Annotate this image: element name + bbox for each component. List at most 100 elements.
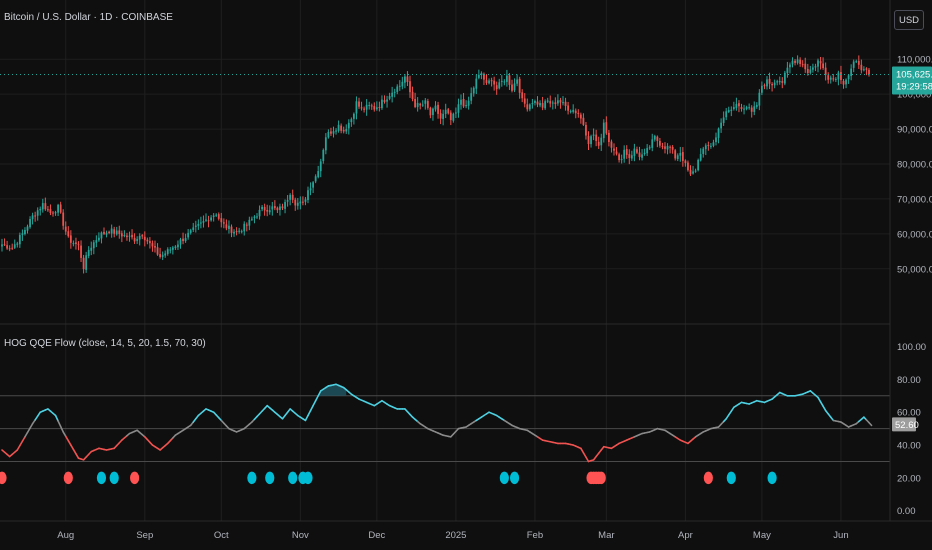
candle-body[interactable] — [414, 98, 416, 108]
bull-signal-dot[interactable] — [509, 471, 520, 485]
candle-body[interactable] — [493, 80, 496, 85]
signal-dots[interactable] — [0, 471, 777, 485]
candle-body[interactable] — [766, 79, 768, 87]
candle-body[interactable] — [681, 152, 684, 161]
candle-body[interactable] — [661, 146, 664, 148]
candle-body[interactable] — [39, 208, 42, 211]
candle-body[interactable] — [222, 222, 225, 224]
candle-body[interactable] — [164, 253, 167, 256]
candle-body[interactable] — [860, 64, 863, 71]
candle-body[interactable] — [169, 249, 172, 251]
candle-body[interactable] — [383, 100, 386, 103]
candle-body[interactable] — [233, 231, 235, 234]
candle-body[interactable] — [416, 102, 419, 108]
candle-body[interactable] — [166, 249, 169, 254]
candle-body[interactable] — [103, 231, 105, 234]
candle-body[interactable] — [291, 194, 294, 200]
candle-body[interactable] — [154, 246, 156, 248]
candle-body[interactable] — [794, 60, 796, 63]
candle-body[interactable] — [521, 92, 524, 99]
candle-body[interactable] — [284, 202, 286, 209]
candle-body[interactable] — [676, 155, 679, 160]
candle-body[interactable] — [462, 99, 465, 107]
candle-body[interactable] — [753, 106, 756, 112]
candle-body[interactable] — [666, 146, 669, 150]
candle-body[interactable] — [646, 148, 649, 154]
candle-body[interactable] — [108, 231, 110, 234]
candle-body[interactable] — [327, 131, 330, 138]
candle-body[interactable] — [755, 104, 758, 107]
candle-body[interactable] — [18, 234, 21, 245]
candle-body[interactable] — [87, 249, 90, 256]
candle-body[interactable] — [370, 105, 373, 107]
candle-body[interactable] — [557, 100, 559, 104]
candle-body[interactable] — [16, 243, 19, 245]
candle-body[interactable] — [347, 122, 350, 129]
candle-body[interactable] — [490, 80, 493, 82]
candle-body[interactable] — [286, 200, 289, 202]
candle-body[interactable] — [207, 220, 210, 222]
candle-body[interactable] — [49, 209, 52, 213]
candle-body[interactable] — [472, 87, 475, 94]
candle-body[interactable] — [852, 61, 855, 68]
candle-body[interactable] — [554, 102, 557, 105]
candle-body[interactable] — [59, 204, 62, 213]
bear-signal-dot[interactable] — [703, 471, 713, 485]
candle-body[interactable] — [847, 75, 850, 80]
candle-body[interactable] — [54, 212, 57, 214]
candle-body[interactable] — [11, 247, 14, 249]
candle-body[interactable] — [740, 107, 743, 109]
candle-body[interactable] — [378, 107, 381, 109]
candle-body[interactable] — [600, 137, 603, 146]
candle-body[interactable] — [531, 103, 534, 105]
candle-body[interactable] — [113, 229, 116, 234]
candle-body[interactable] — [717, 128, 720, 138]
candle-body[interactable] — [29, 218, 31, 228]
candle-body[interactable] — [796, 59, 799, 63]
bear-signal-dot[interactable] — [0, 471, 7, 485]
candle-body[interactable] — [653, 135, 656, 140]
candle-body[interactable] — [256, 216, 258, 218]
candle-body[interactable] — [539, 103, 541, 106]
candle-body[interactable] — [238, 230, 241, 232]
candle-body[interactable] — [98, 237, 100, 241]
candle-body[interactable] — [235, 231, 238, 233]
candle-body[interactable] — [549, 101, 552, 104]
candle-body[interactable] — [6, 245, 8, 249]
candle-body[interactable] — [712, 142, 715, 146]
candle-body[interactable] — [187, 232, 190, 238]
candle-body[interactable] — [136, 239, 139, 241]
candle-body[interactable] — [24, 230, 26, 235]
candle-body[interactable] — [587, 136, 590, 145]
bull-signal-dot[interactable] — [96, 471, 107, 485]
candle-body[interactable] — [809, 69, 812, 73]
candle-body[interactable] — [266, 209, 269, 212]
candle-body[interactable] — [67, 231, 70, 237]
candle-body[interactable] — [541, 103, 544, 108]
candle-body[interactable] — [564, 101, 567, 106]
candle-body[interactable] — [559, 100, 562, 103]
candle-body[interactable] — [115, 230, 118, 235]
candle-body[interactable] — [868, 69, 870, 75]
candle-body[interactable] — [643, 152, 646, 154]
candle-body[interactable] — [689, 169, 692, 175]
candle-body[interactable] — [401, 81, 404, 87]
candle-body[interactable] — [745, 107, 748, 109]
candle-body[interactable] — [41, 203, 44, 210]
bull-signal-dot[interactable] — [767, 471, 777, 485]
candle-body[interactable] — [358, 101, 360, 107]
candle-body[interactable] — [447, 109, 450, 114]
candle-body[interactable] — [350, 119, 353, 123]
candle-body[interactable] — [340, 125, 343, 131]
candle-body[interactable] — [694, 170, 697, 172]
candle-body[interactable] — [3, 244, 6, 246]
candle-body[interactable] — [628, 154, 631, 158]
candle-body[interactable] — [128, 235, 131, 237]
candle-body[interactable] — [396, 86, 399, 92]
candle-body[interactable] — [156, 247, 159, 255]
candle-body[interactable] — [763, 85, 766, 87]
candle-body[interactable] — [592, 134, 595, 136]
candle-body[interactable] — [595, 134, 598, 141]
candle-body[interactable] — [437, 104, 439, 114]
